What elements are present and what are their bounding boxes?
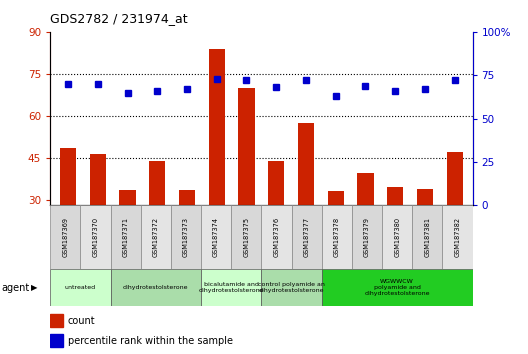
Text: agent: agent xyxy=(1,282,30,293)
Bar xyxy=(322,205,352,269)
Text: GDS2782 / 231974_at: GDS2782 / 231974_at xyxy=(50,12,188,25)
Bar xyxy=(50,205,80,269)
Text: GSM187379: GSM187379 xyxy=(364,217,370,257)
Text: GSM187373: GSM187373 xyxy=(183,217,189,257)
Bar xyxy=(238,88,254,284)
Text: GSM187376: GSM187376 xyxy=(274,217,279,257)
Text: GSM187375: GSM187375 xyxy=(243,217,249,257)
Bar xyxy=(352,205,382,269)
Bar xyxy=(298,123,314,284)
Text: ▶: ▶ xyxy=(31,283,37,292)
Bar xyxy=(201,205,231,269)
Bar xyxy=(171,205,201,269)
Bar xyxy=(412,205,442,269)
Text: control polyamide an
dihydrotestolsterone: control polyamide an dihydrotestolsteron… xyxy=(258,282,325,293)
Text: GSM187380: GSM187380 xyxy=(394,217,400,257)
Bar xyxy=(179,190,195,284)
Text: count: count xyxy=(68,316,96,326)
Text: GSM187382: GSM187382 xyxy=(455,217,460,257)
Bar xyxy=(50,334,63,347)
Bar xyxy=(327,191,344,284)
Text: GSM187378: GSM187378 xyxy=(334,217,340,257)
Text: WGWWCW
polyamide and
dihydrotestolsterone: WGWWCW polyamide and dihydrotestolsteron… xyxy=(364,279,430,296)
Text: GSM187374: GSM187374 xyxy=(213,217,219,257)
Bar xyxy=(268,161,285,284)
Bar xyxy=(291,205,322,269)
Bar xyxy=(357,173,374,284)
Bar xyxy=(387,187,403,284)
Text: GSM187370: GSM187370 xyxy=(92,217,98,257)
Text: GSM187369: GSM187369 xyxy=(62,217,68,257)
Bar xyxy=(149,161,165,284)
Bar xyxy=(119,190,136,284)
Bar xyxy=(447,152,463,284)
Text: GSM187377: GSM187377 xyxy=(304,217,309,257)
Bar xyxy=(110,205,140,269)
Text: percentile rank within the sample: percentile rank within the sample xyxy=(68,336,233,346)
Bar xyxy=(140,205,171,269)
Text: dihydrotestolsterone: dihydrotestolsterone xyxy=(123,285,188,290)
Text: GSM187372: GSM187372 xyxy=(153,217,159,257)
Bar xyxy=(50,314,63,327)
Bar xyxy=(417,189,433,284)
Bar xyxy=(382,205,412,269)
Bar xyxy=(322,269,473,306)
Bar xyxy=(80,205,110,269)
Text: GSM187381: GSM187381 xyxy=(425,217,430,257)
Text: untreated: untreated xyxy=(65,285,96,290)
Text: GSM187371: GSM187371 xyxy=(122,217,129,257)
Bar xyxy=(110,269,201,306)
Bar xyxy=(231,205,261,269)
Bar xyxy=(261,205,291,269)
Bar xyxy=(442,205,473,269)
Bar xyxy=(261,269,322,306)
Bar xyxy=(90,154,106,284)
Bar xyxy=(201,269,261,306)
Text: bicalutamide and
dihydrotestolsterone: bicalutamide and dihydrotestolsterone xyxy=(199,282,264,293)
Bar xyxy=(209,48,225,284)
Bar xyxy=(60,148,76,284)
Bar xyxy=(50,269,110,306)
